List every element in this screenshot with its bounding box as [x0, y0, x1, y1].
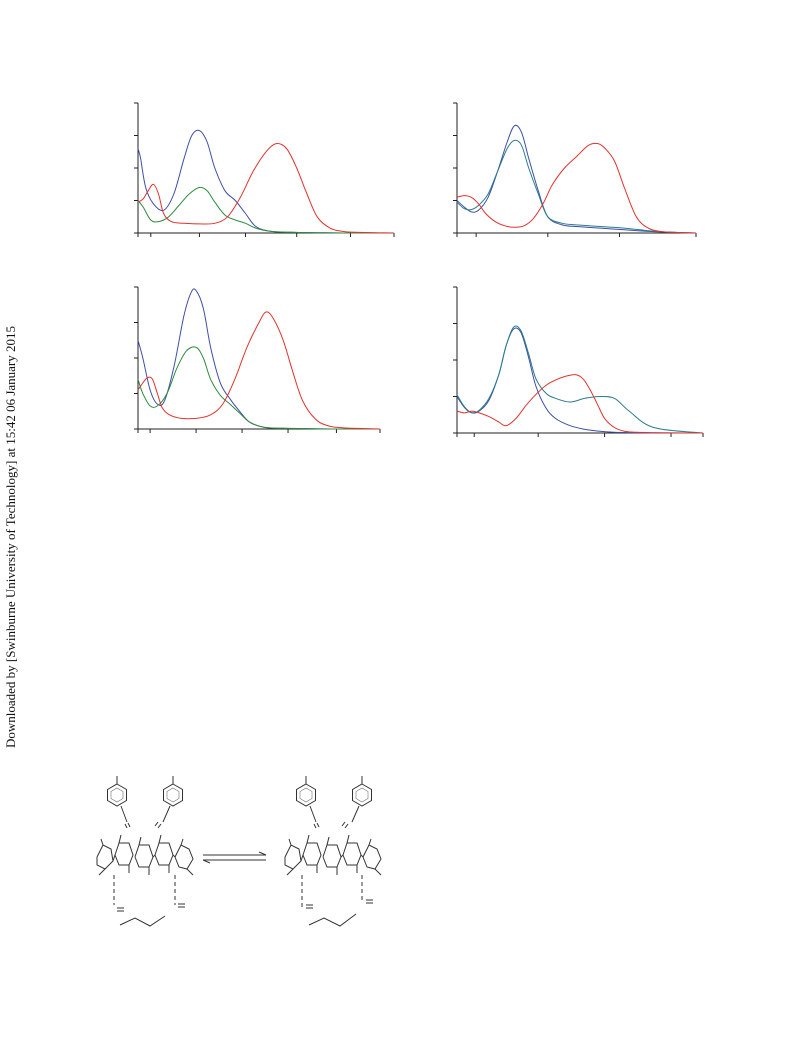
series-line-green [137, 186, 395, 234]
series-line-red [137, 311, 381, 430]
series-line-teal [456, 325, 704, 434]
series-line-teal [456, 139, 697, 234]
calixarene-left-icon [96, 775, 194, 927]
series-line-blue [456, 124, 697, 234]
series-line-red [137, 142, 395, 234]
series-line-green [137, 346, 381, 430]
equilibrium-arrows-icon [202, 851, 267, 864]
series-line-red [456, 374, 704, 434]
series-line-blue [456, 327, 704, 434]
calixarene-right-icon [284, 775, 382, 927]
series-line-red [456, 142, 697, 234]
